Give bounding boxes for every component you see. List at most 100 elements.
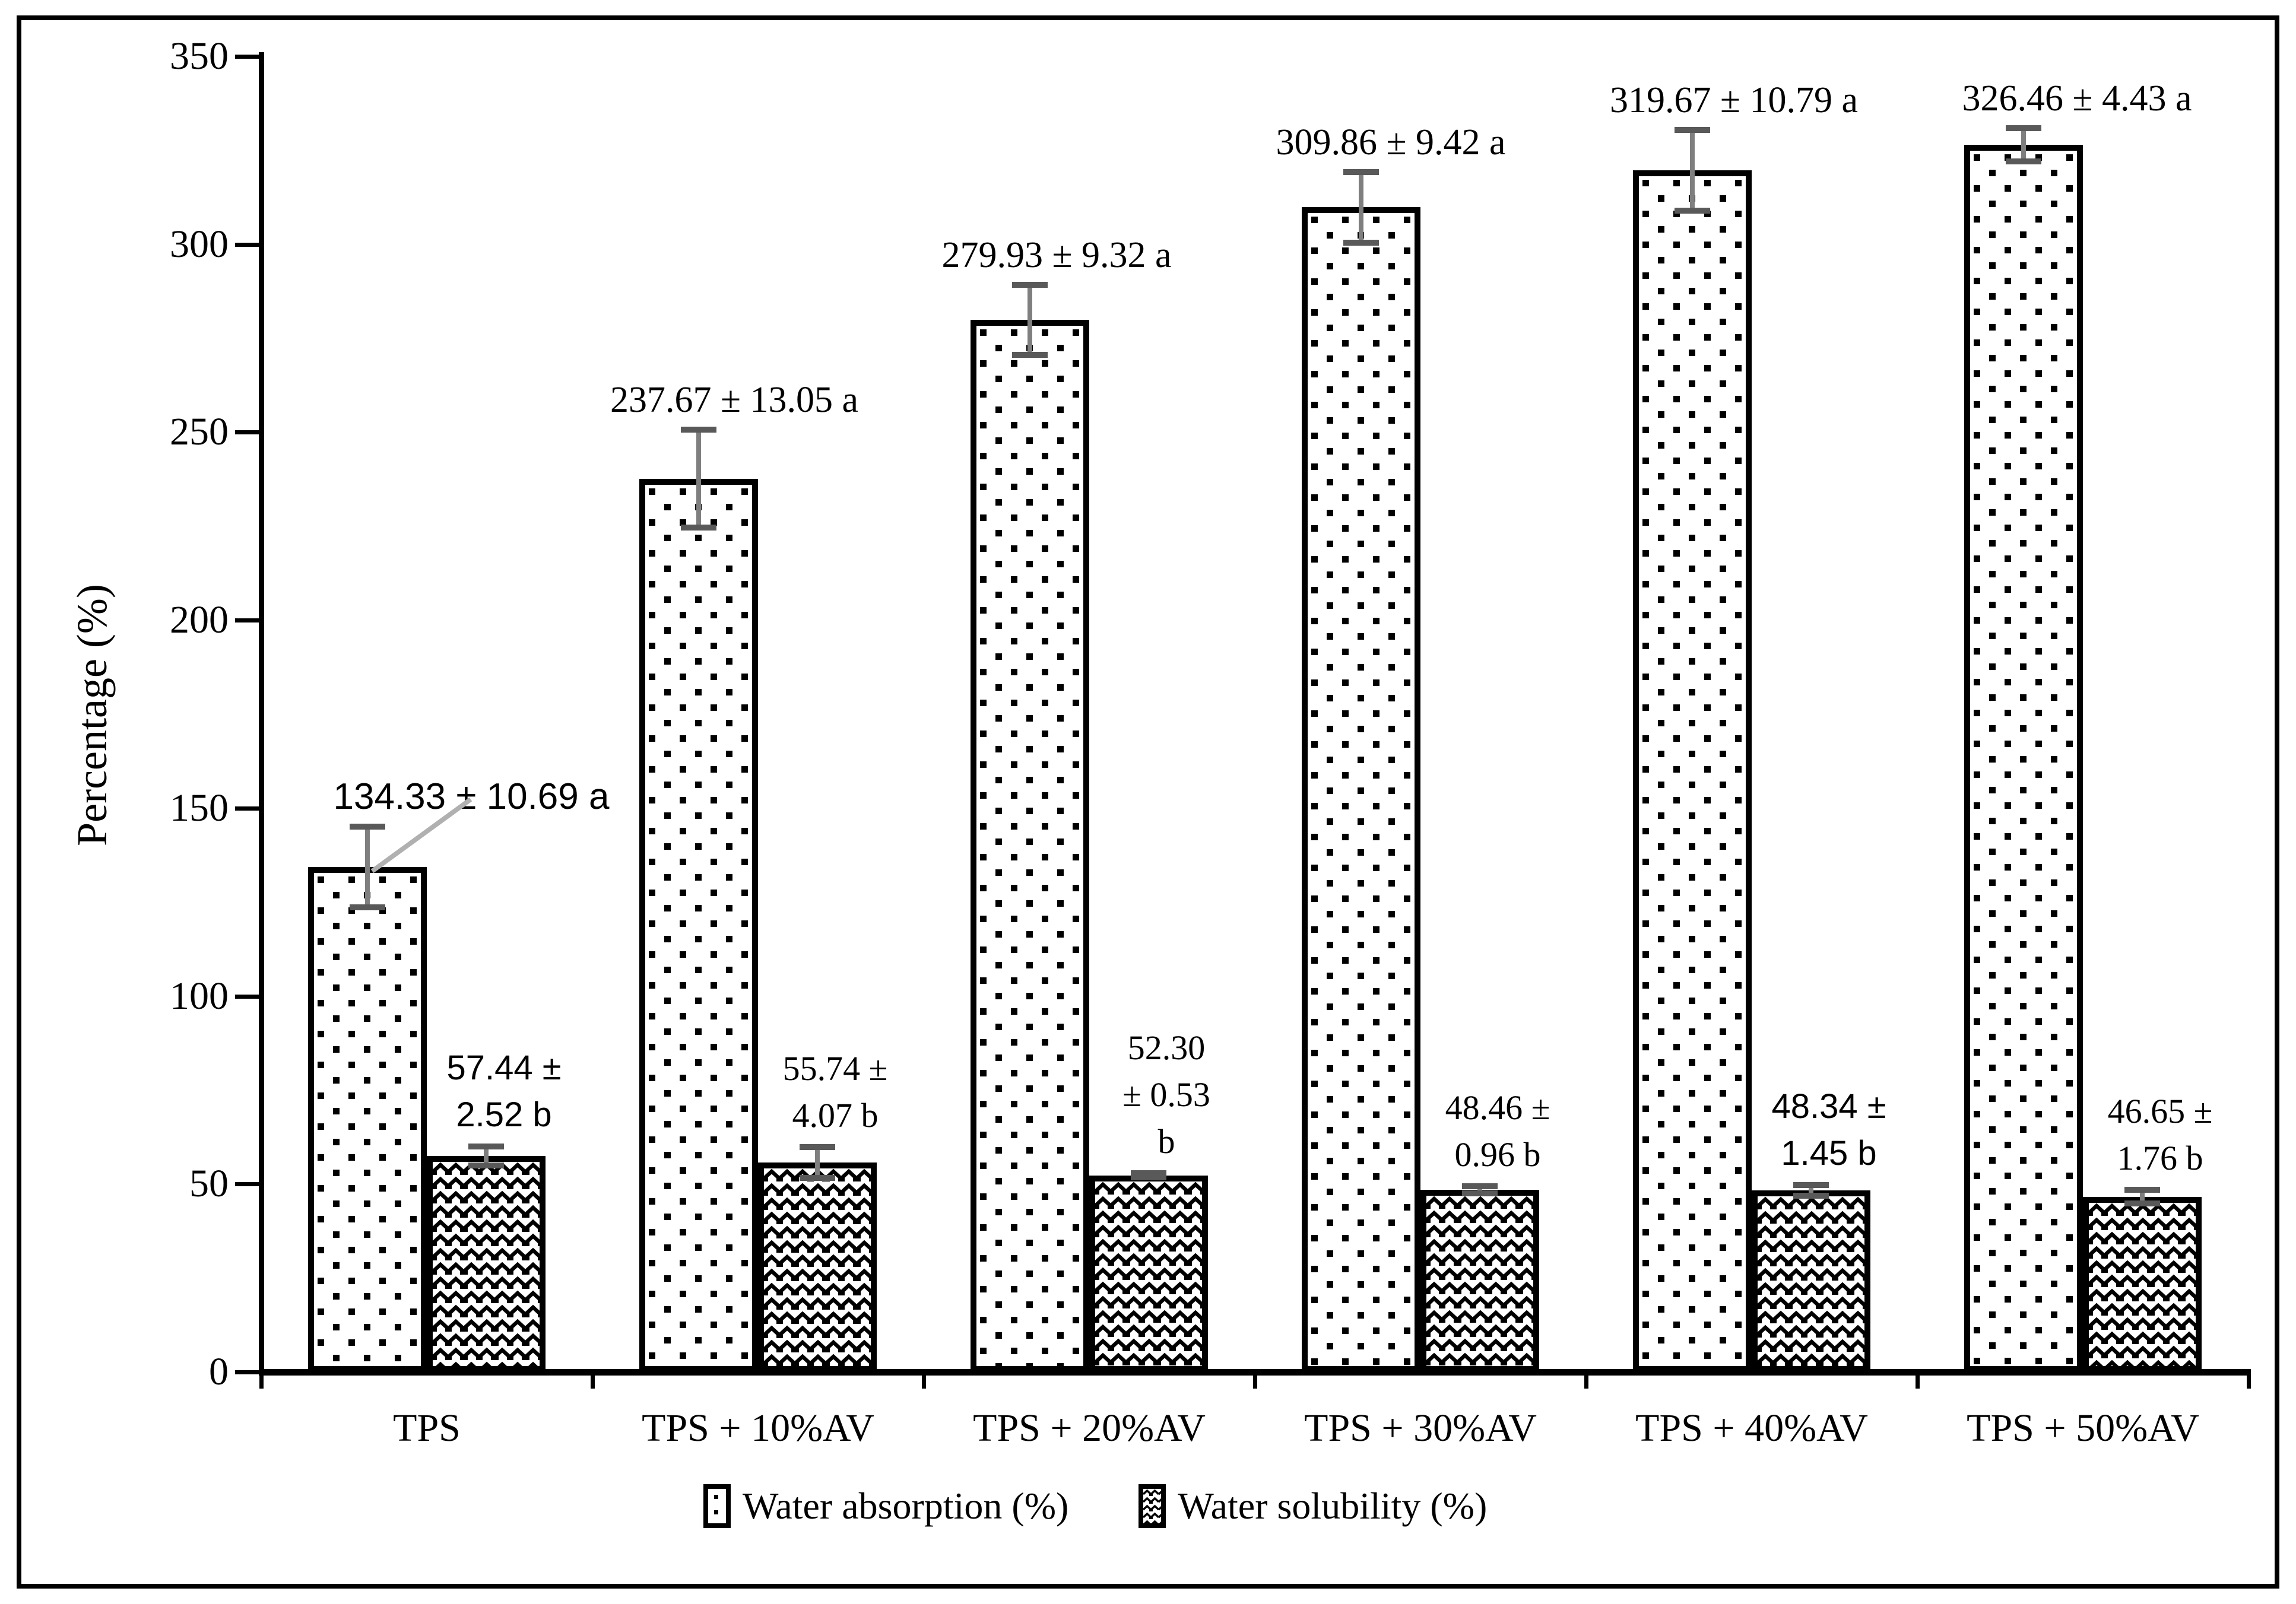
- error-bar-cap: [1462, 1190, 1498, 1196]
- error-bar-cap: [2006, 158, 2041, 164]
- error-bar-cap: [468, 1162, 504, 1168]
- x-tick-mark: [922, 1376, 926, 1389]
- x-category-label: TPS + 50%AV: [1967, 1406, 2199, 1450]
- data-label-solubility: 52.30 ± 0.53 b: [1030, 1024, 1303, 1165]
- x-category-label: TPS + 40%AV: [1635, 1406, 1868, 1450]
- outer-frame: [17, 15, 2279, 1589]
- data-label-line: 57.44 ±: [446, 1049, 562, 1087]
- bar-water-solubility: [427, 1156, 546, 1372]
- y-axis-line: [259, 52, 264, 1375]
- bar-water-absorption: [1302, 207, 1420, 1372]
- data-label-absorption: 326.46 ± 4.43 a: [1962, 78, 2192, 119]
- data-label-solubility: 57.44 ± 2.52 b: [367, 1044, 640, 1138]
- data-label-line: 0.96 b: [1454, 1135, 1541, 1174]
- y-tick-label: 200: [170, 598, 229, 641]
- error-bar-cap: [1012, 282, 1048, 288]
- bar-water-absorption: [639, 479, 758, 1372]
- data-label-absorption: 237.67 ± 13.05 a: [610, 380, 859, 420]
- data-label-line: 2.52 b: [456, 1095, 552, 1134]
- y-tick-label: 50: [189, 1162, 229, 1205]
- y-tick-mark: [235, 806, 261, 811]
- error-bar-cap: [1675, 127, 1710, 133]
- error-bar-cap: [2006, 125, 2041, 131]
- x-tick-mark: [1584, 1376, 1588, 1389]
- y-tick-label: 250: [170, 410, 229, 453]
- error-bar-line: [1359, 172, 1363, 243]
- error-bar-cap: [2124, 1187, 2160, 1193]
- error-bar-cap: [681, 525, 716, 531]
- x-category-label: TPS + 10%AV: [642, 1406, 874, 1450]
- error-bar-cap: [1131, 1170, 1166, 1176]
- data-label-line: 48.34 ±: [1771, 1087, 1886, 1126]
- data-label-line: 46.65 ±: [2107, 1092, 2213, 1130]
- data-label-line: b: [1157, 1122, 1175, 1161]
- x-category-label: TPS: [393, 1406, 461, 1450]
- error-bar-cap: [800, 1144, 835, 1150]
- legend-entry-water-solubility: Water solubility (%): [1139, 1481, 1487, 1531]
- y-tick-label: 350: [170, 34, 229, 78]
- bar-water-solubility: [1089, 1176, 1208, 1372]
- bar-water-solubility: [2083, 1197, 2202, 1372]
- bar-water-solubility: [758, 1162, 877, 1372]
- error-bar-line: [1809, 1185, 1813, 1196]
- y-tick-mark: [235, 430, 261, 434]
- data-label-absorption: 309.86 ± 9.42 a: [1276, 122, 1506, 163]
- data-label-line: 1.45 b: [1781, 1134, 1877, 1173]
- data-label-solubility: 48.46 ± 0.96 b: [1361, 1084, 1634, 1178]
- bar-water-solubility: [1420, 1190, 1539, 1372]
- data-label-solubility: 46.65 ± 1.76 b: [2024, 1088, 2296, 1181]
- y-tick-label: 100: [170, 974, 229, 1018]
- bar-water-absorption: [1964, 145, 2083, 1372]
- data-label-line: 48.46 ±: [1445, 1088, 1550, 1127]
- bar-water-absorption: [308, 867, 427, 1372]
- x-tick-mark: [1253, 1376, 1257, 1389]
- legend-label: Water solubility (%): [1178, 1485, 1488, 1527]
- x-tick-mark: [259, 1376, 264, 1389]
- data-label-absorption: 134.33 ± 10.69 a: [333, 776, 610, 817]
- x-category-label: TPS + 30%AV: [1304, 1406, 1537, 1450]
- error-bar-cap: [1793, 1182, 1829, 1188]
- error-bar-line: [696, 430, 701, 528]
- error-bar-line: [2140, 1190, 2145, 1203]
- y-tick-label: 150: [170, 786, 229, 830]
- error-bar-line: [815, 1147, 820, 1178]
- x-category-label: TPS + 20%AV: [973, 1406, 1206, 1450]
- error-bar-cap: [2124, 1200, 2160, 1206]
- data-label-line: 55.74 ±: [782, 1049, 888, 1088]
- error-bar-line: [1477, 1186, 1482, 1193]
- y-axis-title: Percentage (%): [68, 584, 116, 846]
- error-bar-line: [2021, 128, 2026, 161]
- error-bar-cap: [1343, 169, 1379, 175]
- bar-water-absorption: [971, 320, 1089, 1372]
- data-label-absorption: 279.93 ± 9.32 a: [941, 235, 1172, 275]
- error-bar-line: [484, 1146, 489, 1165]
- error-bar-cap: [1012, 352, 1048, 358]
- data-label-line: ± 0.53: [1122, 1075, 1210, 1114]
- error-bar-cap: [1131, 1174, 1166, 1180]
- y-tick-label: 0: [209, 1350, 229, 1393]
- y-tick-mark: [235, 995, 261, 999]
- error-bar-cap: [800, 1175, 835, 1181]
- error-bar-cap: [1462, 1183, 1498, 1189]
- y-tick-mark: [235, 55, 261, 59]
- bar-water-solubility: [1752, 1190, 1870, 1372]
- legend: Water absorption (%) Water solubility (%…: [703, 1481, 1487, 1531]
- error-bar-line: [1690, 130, 1695, 211]
- y-tick-mark: [235, 243, 261, 247]
- data-label-line: 1.76 b: [2117, 1139, 2203, 1177]
- error-bar-cap: [350, 824, 385, 830]
- label-leader-line: [370, 797, 472, 874]
- error-bar-cap: [681, 427, 716, 433]
- y-tick-mark: [235, 618, 261, 622]
- data-label-solubility: 55.74 ± 4.07 b: [699, 1045, 972, 1139]
- error-bar-cap: [350, 904, 385, 910]
- dots-pattern-swatch-icon: [703, 1484, 731, 1528]
- bar-water-absorption: [1633, 170, 1752, 1372]
- y-tick-label: 300: [170, 223, 229, 266]
- data-label-solubility: 48.34 ± 1.45 b: [1692, 1083, 1965, 1177]
- data-label-line: 52.30: [1127, 1028, 1206, 1067]
- x-tick-mark: [2247, 1376, 2251, 1389]
- data-label-line: 4.07 b: [792, 1096, 879, 1135]
- waves-pattern-swatch-icon: [1139, 1484, 1166, 1528]
- error-bar-cap: [1675, 208, 1710, 214]
